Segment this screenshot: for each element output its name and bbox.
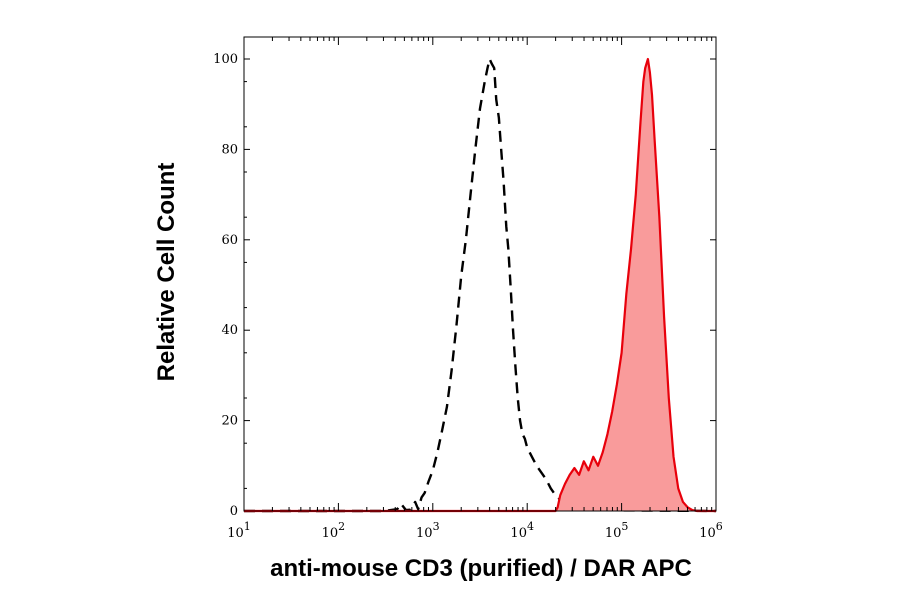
y-tick-label: 20 xyxy=(221,414,238,429)
y-tick-label: 60 xyxy=(221,233,238,248)
y-tick-label: 80 xyxy=(221,142,238,157)
series-fill-1 xyxy=(244,59,716,511)
y-tick-label: 0 xyxy=(230,504,238,519)
y-axis-title: Relative Cell Count xyxy=(153,163,180,382)
x-tick-label: 105 xyxy=(605,520,629,541)
x-tick-label: 106 xyxy=(699,520,723,541)
plot-area xyxy=(244,57,717,513)
y-tick-label: 100 xyxy=(213,52,238,67)
series-line-1 xyxy=(244,57,716,513)
series-line-0 xyxy=(244,57,717,513)
x-tick-label: 103 xyxy=(416,520,440,541)
x-axis-title: anti-mouse CD3 (purified) / DAR APC xyxy=(270,555,692,582)
x-tick-label: 104 xyxy=(510,520,534,541)
x-tick-label: 102 xyxy=(322,520,346,541)
x-axis: 101 102 103 104 105 106 xyxy=(227,37,723,541)
y-tick-label: 40 xyxy=(221,323,238,338)
plot-frame xyxy=(243,36,717,512)
x-tick-label: 101 xyxy=(227,520,251,541)
y-axis: 0 20 40 60 80 100 xyxy=(213,52,716,519)
